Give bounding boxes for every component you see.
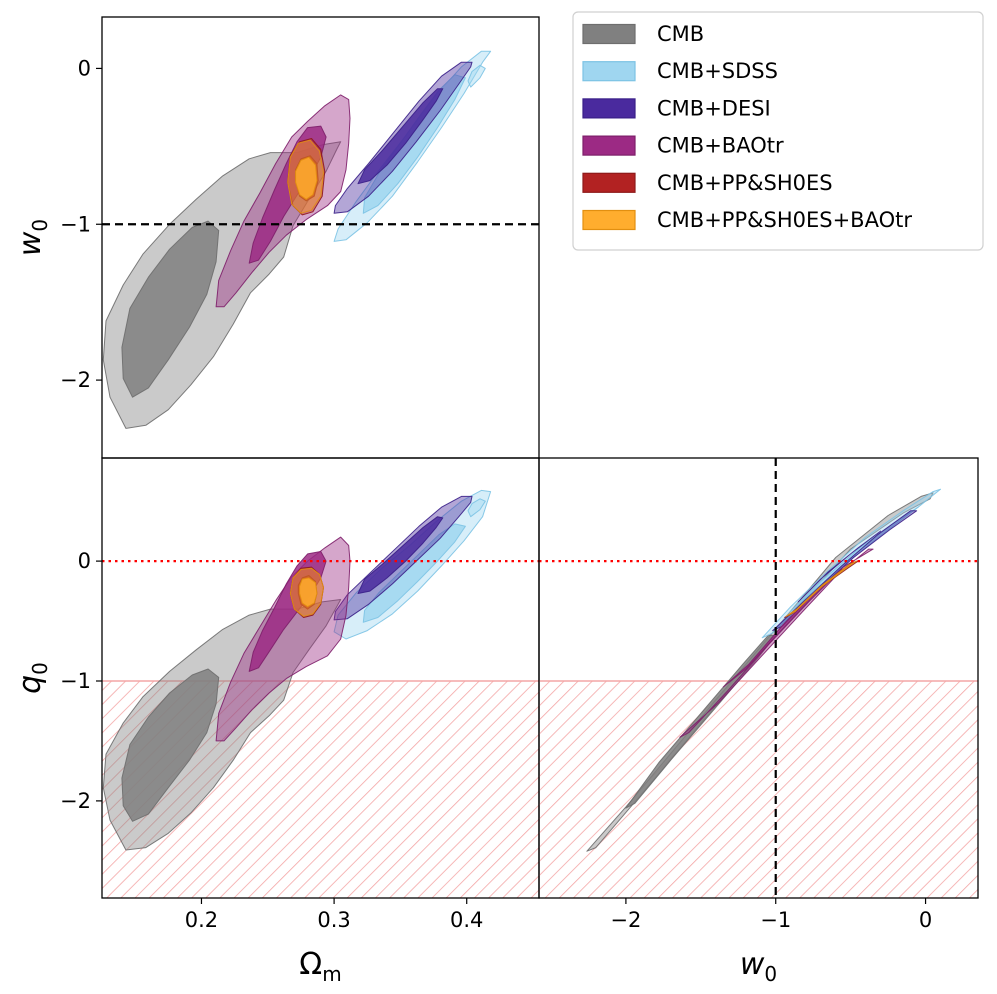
contour-cmb-sdss-level-1-3 — [362, 523, 466, 623]
x-tick-label--2: −2 — [610, 908, 641, 932]
x-axis-label: w0 — [740, 947, 777, 986]
panel-frame — [538, 457, 979, 899]
x-tick-label--1: −1 — [760, 908, 791, 932]
contour-cmb-level-1-1 — [121, 668, 220, 822]
x-tick-label-0-2: 0.2 — [185, 908, 218, 932]
y-tick-label--1: −1 — [60, 669, 91, 693]
legend-swatch-cmb-desi — [582, 98, 636, 119]
x-tick-label-0: 0 — [919, 908, 932, 932]
contour-cmb-sdss-level-0-4 — [467, 64, 486, 88]
legend-swatch-cmb — [582, 23, 636, 45]
legend-label-cmb-pp-sh0es: CMB+PP&SH0ES — [657, 171, 833, 195]
contour-cmb-baotr-level-1-7 — [722, 569, 843, 688]
legend-label-cmb-baotr: CMB+BAOtr — [657, 134, 784, 158]
plot-area — [539, 458, 978, 898]
y-axis-label: w0 — [13, 219, 52, 256]
panel-w0-vs-q0: −2 −1 0 w0 — [538, 457, 979, 986]
legend-swatch-cmb-pp-sh0es-baotr — [582, 209, 636, 231]
y-tick-label-0: 0 — [78, 549, 91, 573]
contour-cmb-baotr-level-2-6 — [679, 548, 874, 738]
legend-label-cmb: CMB — [657, 22, 704, 46]
legend-box — [572, 11, 984, 251]
contour-cmb-pp-sh0es-baotr-level-2-9 — [785, 560, 858, 617]
y-axis-label: q0 — [13, 662, 52, 694]
legend-label-cmb-desi: CMB+DESI — [657, 96, 771, 120]
hatched-region — [539, 680, 978, 898]
contour-cmb-sdss-level-0-4 — [467, 498, 486, 518]
y-tick-label--2: −2 — [60, 368, 91, 392]
contour-cmb-level-1-1 — [121, 220, 220, 398]
legend: CMB CMB+SDSS CMB+DESI CMB+BAOtr CMB+PP&SH0ES… — [572, 11, 984, 251]
contour-cmb-desi-level-1-6 — [357, 88, 444, 185]
y-tick-label--2: −2 — [60, 789, 91, 813]
x-tick-label-0-3: 0.3 — [317, 908, 350, 932]
contour-cmb-desi-level-1-5 — [797, 530, 882, 603]
x-axis-label: Ωm — [299, 947, 341, 986]
legend-swatch-cmb-baotr — [582, 135, 636, 156]
legend-label-cmb-sdss: CMB+SDSS — [657, 59, 778, 83]
legend-swatch-cmb-pp-sh0es — [582, 172, 636, 193]
panel-omega-m-vs-q0: 0 −1 −2 0.2 0.3 0.4 q0 Ωm — [13, 457, 540, 986]
legend-label-cmb-pp-sh0es-baotr: CMB+PP&SH0ES+BAOtr — [657, 208, 912, 232]
contour-cmb-pp-sh0es-baotr-level-1-12 — [295, 156, 318, 200]
contour-cmb-pp-sh0es-baotr-level-1-12 — [299, 577, 318, 608]
panel-omega-m-vs-w0: 0 −1 −2 w0 — [13, 16, 540, 459]
plot-area — [102, 50, 539, 429]
y-tick-label--1: −1 — [60, 212, 91, 236]
contour-cmb-desi-level-1-6 — [357, 516, 444, 594]
y-tick-label-0: 0 — [78, 56, 91, 80]
legend-swatch-cmb-sdss — [582, 61, 636, 82]
x-tick-label-0-4: 0.4 — [450, 908, 483, 932]
plot-area — [102, 489, 539, 898]
